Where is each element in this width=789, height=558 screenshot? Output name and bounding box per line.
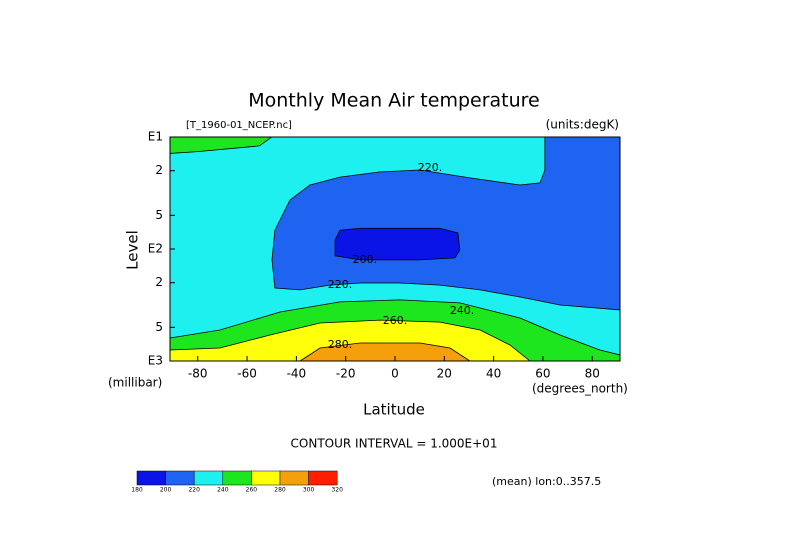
y-tick-label: E1 <box>148 130 163 144</box>
colorbar-label: 180 <box>131 487 143 494</box>
colorbar-label: 280 <box>274 487 286 494</box>
contour-label: 280. <box>328 338 353 351</box>
y-tick-label: E2 <box>148 242 163 256</box>
colorbar-swatch <box>251 470 281 486</box>
colorbar-label: 300 <box>303 487 315 494</box>
colorbar-swatch <box>308 470 338 486</box>
contour-label: 220. <box>328 278 353 291</box>
colorbar-label: 240 <box>217 487 229 494</box>
y-tick-label: 2 <box>155 275 163 289</box>
colorbar-label: 200 <box>160 487 172 494</box>
x-tick-label: 20 <box>437 367 452 381</box>
colorbar-label: 260 <box>246 487 258 494</box>
colorbar-swatch <box>279 470 309 486</box>
x-tick-label: -40 <box>287 367 307 381</box>
y-units: (millibar) <box>108 376 162 390</box>
x-tick-label: -80 <box>188 367 208 381</box>
x-tick-label: 80 <box>585 367 600 381</box>
footnote: CONTOUR INTERVAL = 1.000E+01 <box>291 437 498 451</box>
x-axis-title: Latitude <box>363 401 425 419</box>
x-tick-label: 40 <box>486 367 501 381</box>
subtitle: [T_1960-01_NCEP.nc] <box>186 120 292 131</box>
units-label: (units:degK) <box>546 118 619 132</box>
colorbar-swatch <box>222 470 252 486</box>
x-tick-label: -60 <box>237 367 257 381</box>
x-tick-label: -20 <box>336 367 356 381</box>
colorbar-swatch <box>165 470 195 486</box>
x-units: (degrees_north) <box>532 382 628 396</box>
colorbar-label: 320 <box>331 487 343 494</box>
contour-label: 200. <box>353 253 378 266</box>
y-tick-label: E3 <box>148 354 163 368</box>
contour-label: 240. <box>450 304 475 317</box>
y-tick-label: 2 <box>155 163 163 177</box>
y-tick-label: 5 <box>155 208 163 222</box>
contour-label: 220. <box>418 161 443 174</box>
contour-region <box>271 136 621 311</box>
annotation: (mean) lon:0..357.5 <box>492 475 601 488</box>
contour-region <box>334 227 461 261</box>
y-tick-label: 5 <box>155 320 163 334</box>
colorbar-swatch <box>136 470 166 486</box>
contour-label: 260. <box>383 314 408 327</box>
x-tick-label: 60 <box>535 367 550 381</box>
colorbar-label: 220 <box>188 487 200 494</box>
y-axis-title: Level <box>124 230 142 270</box>
colorbar-swatch <box>193 470 224 486</box>
chart-title: Monthly Mean Air temperature <box>248 90 539 112</box>
x-tick-label: 0 <box>391 367 399 381</box>
